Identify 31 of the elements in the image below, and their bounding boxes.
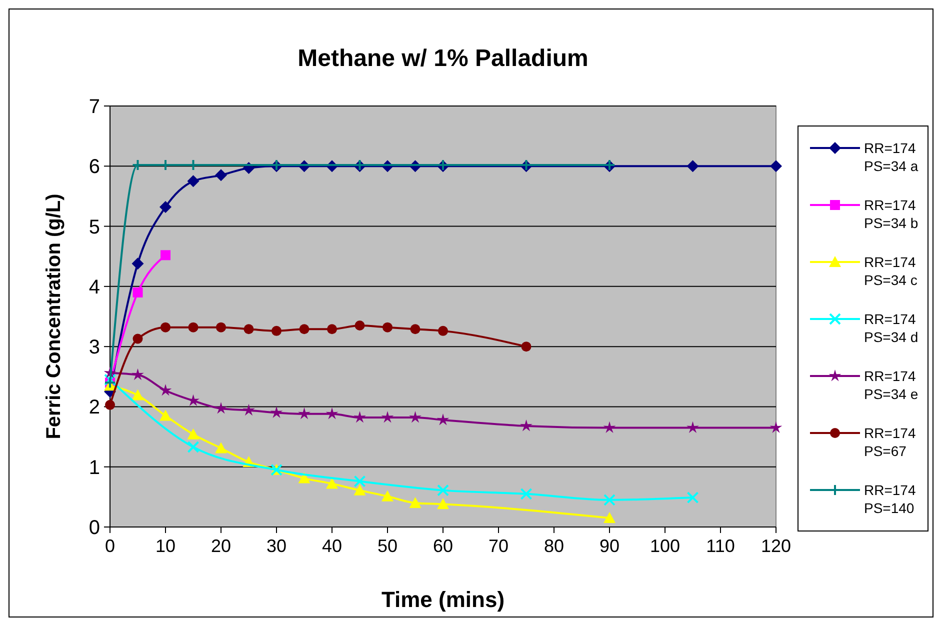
x-tick-label: 40 bbox=[322, 536, 342, 556]
y-tick-label: 1 bbox=[88, 456, 100, 479]
y-tick-label: 4 bbox=[88, 276, 100, 298]
y-tick-label: 6 bbox=[88, 156, 100, 178]
x-tick-label: 70 bbox=[488, 536, 509, 556]
legend-label: RR=174 PS=34 b bbox=[864, 197, 918, 231]
legend-label: RR=174 PS=34 d bbox=[864, 311, 918, 345]
chart-title: Methane w/ 1% Palladium bbox=[298, 45, 588, 72]
x-tick-label: 80 bbox=[544, 536, 564, 556]
y-axis-title: Ferric Concentration (g/L) bbox=[43, 194, 65, 440]
y-tick-label: 5 bbox=[88, 216, 100, 238]
x-tick-label: 50 bbox=[377, 536, 398, 556]
x-tick-label: 0 bbox=[104, 536, 116, 556]
legend-label: RR=174 PS=140 bbox=[864, 482, 916, 516]
x-tick-label: 90 bbox=[599, 536, 620, 556]
x-tick-label: 100 bbox=[650, 536, 680, 556]
legend-label: RR=174 PS=34 e bbox=[864, 368, 918, 402]
x-tick-label: 110 bbox=[706, 536, 735, 556]
y-tick-label: 2 bbox=[88, 396, 100, 419]
x-tick-label: 30 bbox=[266, 536, 287, 556]
legend-label: RR=174 PS=34 a bbox=[864, 140, 918, 174]
x-axis-title: Time (mins) bbox=[381, 587, 505, 612]
legend-label: RR=174 PS=67 bbox=[864, 425, 916, 459]
y-tick-label: 7 bbox=[88, 96, 100, 118]
x-tick-label: 20 bbox=[210, 536, 232, 556]
x-tick-label: 120 bbox=[760, 536, 792, 556]
legend-label: RR=174 PS=34 c bbox=[864, 254, 918, 288]
x-tick-label: 10 bbox=[155, 536, 176, 556]
y-tick-label: 0 bbox=[88, 517, 100, 539]
x-tick-label: 60 bbox=[432, 536, 454, 556]
y-tick-label: 3 bbox=[88, 336, 100, 359]
